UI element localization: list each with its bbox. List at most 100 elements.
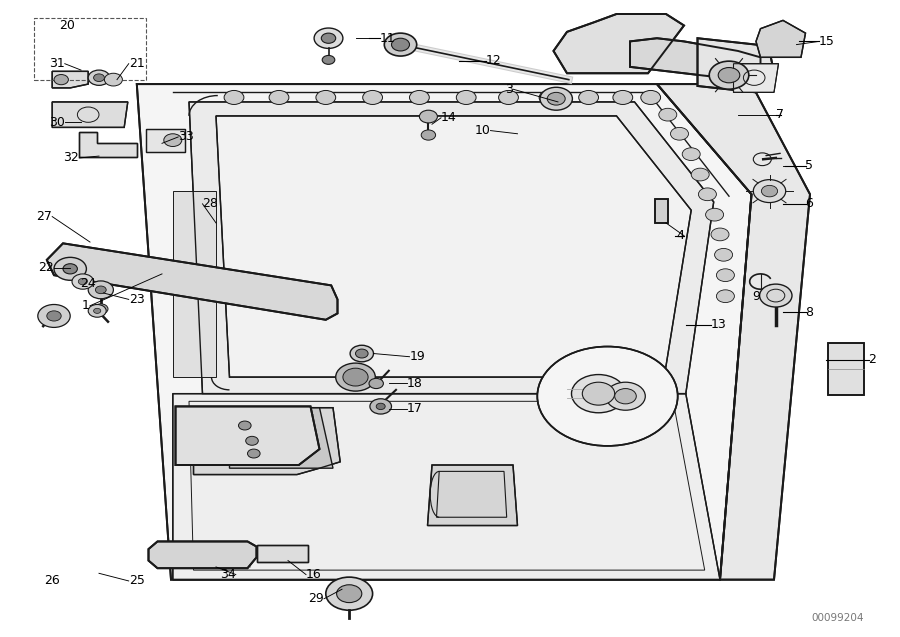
Circle shape xyxy=(54,257,86,280)
Text: 17: 17 xyxy=(407,403,423,415)
Circle shape xyxy=(104,73,122,86)
Circle shape xyxy=(248,449,260,458)
Text: 00099204: 00099204 xyxy=(812,613,864,623)
Circle shape xyxy=(321,33,336,43)
Text: 4: 4 xyxy=(676,229,684,242)
Text: 26: 26 xyxy=(44,575,60,587)
Circle shape xyxy=(326,577,373,610)
Circle shape xyxy=(641,90,661,104)
Circle shape xyxy=(47,311,61,321)
Circle shape xyxy=(95,286,106,294)
Text: 24: 24 xyxy=(80,277,96,290)
Text: 33: 33 xyxy=(178,131,194,143)
Circle shape xyxy=(343,368,368,386)
Circle shape xyxy=(78,278,87,285)
Text: 15: 15 xyxy=(819,35,835,48)
Circle shape xyxy=(537,347,678,446)
Circle shape xyxy=(718,68,740,83)
Polygon shape xyxy=(146,129,184,152)
Circle shape xyxy=(376,403,385,410)
Circle shape xyxy=(499,90,518,104)
Polygon shape xyxy=(194,408,340,475)
Text: 22: 22 xyxy=(38,261,54,274)
Polygon shape xyxy=(173,191,216,377)
Circle shape xyxy=(410,90,429,104)
Circle shape xyxy=(615,389,636,404)
Circle shape xyxy=(613,90,633,104)
Circle shape xyxy=(682,148,700,161)
Polygon shape xyxy=(630,38,760,80)
Circle shape xyxy=(88,304,106,317)
Text: 2: 2 xyxy=(868,354,877,366)
Circle shape xyxy=(350,345,374,362)
Text: 12: 12 xyxy=(486,54,502,67)
Text: 29: 29 xyxy=(308,592,324,605)
Circle shape xyxy=(384,33,417,56)
Text: 13: 13 xyxy=(711,318,727,331)
Circle shape xyxy=(659,108,677,121)
Circle shape xyxy=(716,269,734,282)
Text: 5: 5 xyxy=(806,159,814,172)
Polygon shape xyxy=(189,102,714,394)
Circle shape xyxy=(356,349,368,358)
Circle shape xyxy=(421,130,436,140)
Circle shape xyxy=(336,363,375,391)
Polygon shape xyxy=(734,64,778,92)
Circle shape xyxy=(547,92,565,105)
Circle shape xyxy=(709,61,749,89)
Circle shape xyxy=(753,180,786,203)
Polygon shape xyxy=(216,116,691,377)
Polygon shape xyxy=(52,102,128,127)
Polygon shape xyxy=(698,38,772,92)
Text: 1: 1 xyxy=(82,299,90,312)
Text: 31: 31 xyxy=(49,57,65,70)
Polygon shape xyxy=(428,465,518,526)
Text: 9: 9 xyxy=(752,290,760,303)
Polygon shape xyxy=(756,20,806,57)
Text: 20: 20 xyxy=(59,19,76,32)
Circle shape xyxy=(269,90,289,104)
Circle shape xyxy=(72,274,94,289)
Polygon shape xyxy=(173,394,720,580)
Text: 14: 14 xyxy=(441,111,456,124)
Circle shape xyxy=(88,70,110,85)
Text: 18: 18 xyxy=(407,377,423,390)
Polygon shape xyxy=(137,84,751,580)
Text: 25: 25 xyxy=(129,575,145,587)
Circle shape xyxy=(94,308,101,313)
Circle shape xyxy=(363,90,382,104)
Polygon shape xyxy=(52,71,88,88)
Circle shape xyxy=(246,436,258,445)
Polygon shape xyxy=(230,408,333,468)
Polygon shape xyxy=(79,132,137,157)
Circle shape xyxy=(164,134,182,147)
Circle shape xyxy=(711,228,729,241)
Circle shape xyxy=(38,304,70,327)
Circle shape xyxy=(238,421,251,430)
Circle shape xyxy=(224,90,244,104)
Circle shape xyxy=(54,75,68,85)
Circle shape xyxy=(715,248,733,261)
Text: 11: 11 xyxy=(380,32,396,45)
Circle shape xyxy=(761,185,778,197)
Polygon shape xyxy=(148,541,256,568)
Polygon shape xyxy=(256,545,308,562)
Text: 10: 10 xyxy=(474,124,490,137)
Circle shape xyxy=(716,290,734,303)
Circle shape xyxy=(698,188,716,201)
Circle shape xyxy=(94,74,104,82)
Circle shape xyxy=(579,90,599,104)
Circle shape xyxy=(316,90,336,104)
Text: 3: 3 xyxy=(505,83,513,96)
Text: 27: 27 xyxy=(36,210,52,223)
Text: 8: 8 xyxy=(806,306,814,318)
Text: 6: 6 xyxy=(806,197,814,210)
Circle shape xyxy=(456,90,476,104)
Circle shape xyxy=(63,264,77,274)
Text: 23: 23 xyxy=(129,293,144,306)
Circle shape xyxy=(314,28,343,48)
Text: 7: 7 xyxy=(776,108,784,121)
Circle shape xyxy=(539,90,559,104)
Circle shape xyxy=(370,399,392,414)
Text: 16: 16 xyxy=(306,568,322,581)
